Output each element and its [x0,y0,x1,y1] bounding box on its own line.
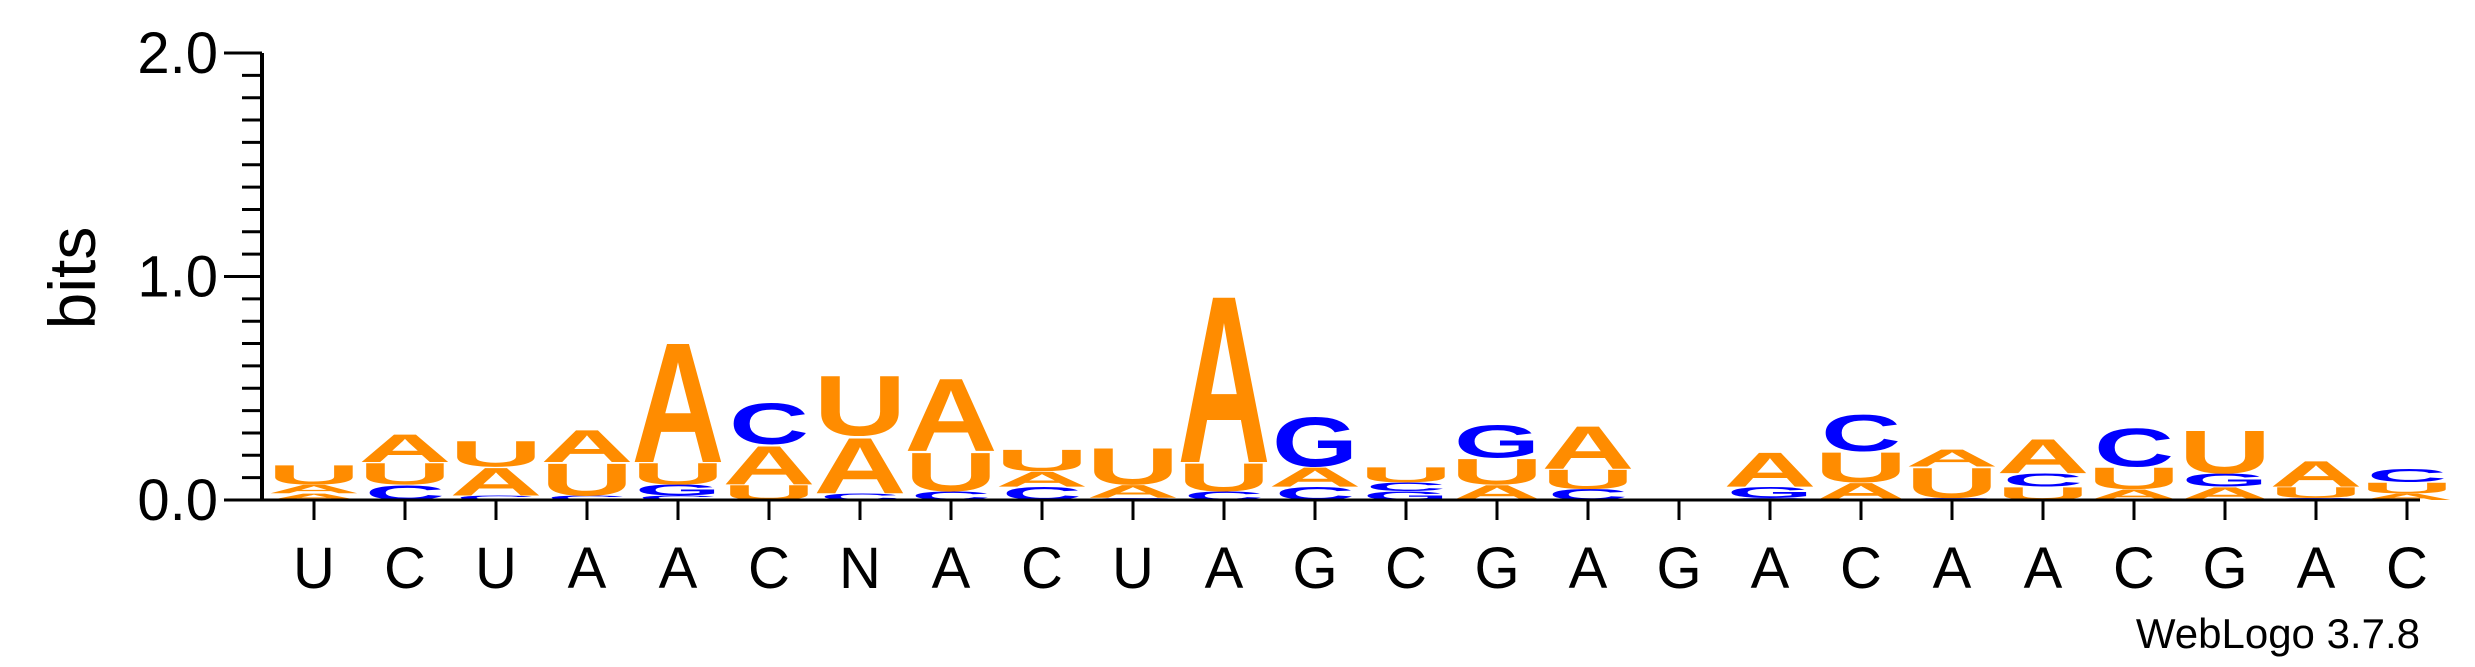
logo-letter-u: U [1177,456,1270,500]
x-tick-label: C [1021,536,1063,601]
x-tick-label: N [839,536,881,601]
logo-letter-c: C [547,494,627,501]
logo-letter-a: A [722,435,815,497]
x-tick-label: C [1385,536,1427,601]
logo-letter-c: C [1821,404,1901,462]
y-tick-label: 1.0 [137,245,218,310]
logo-letter-u: U [631,457,724,491]
logo-letter-a: A [2269,454,2362,495]
x-tick-label: U [293,536,335,601]
logo-letter-a: A [358,427,451,471]
x-tick-label: C [2113,536,2155,601]
logo-letter-u: U [449,434,542,475]
logo-letter-u: U [995,443,1088,477]
logo-letter-a: A [995,467,1088,491]
x-tick-label: C [2386,536,2428,601]
x-tick-label: A [932,536,971,601]
logo-letter-a: A [449,460,542,504]
logo-letter-a: A [631,308,724,499]
logo-letter-a: A [813,421,906,510]
x-tick-label: A [2024,536,2063,601]
logo-letter-c: C [2367,465,2447,486]
y-axis: 0.0 1.0 2.0 [137,21,264,533]
y-tick-label: 2.0 [137,21,218,86]
x-tick-label: G [1656,536,1701,601]
logo-letter-u: U [540,454,633,506]
x-tick-label: A [1205,536,1244,601]
y-tick-label: 0.0 [137,468,218,533]
logo-letter-u: U [1086,437,1179,495]
x-tick-label: A [2297,536,2336,601]
logo-letter-u: U [2087,461,2180,495]
x-tick-label: G [1292,536,1337,601]
x-tick-label: A [1751,536,1790,601]
logo-letter-u: U [267,460,360,491]
weblogo-credit: WebLogo 3.7.8 [2136,610,2420,657]
logo-letter-a: A [1723,442,1816,497]
x-tick-label: G [1474,536,1519,601]
x-tick-label: C [748,536,790,601]
logo-letter-c: C [638,494,718,501]
x-tick-label: C [1840,536,1882,601]
x-tick-label: A [568,536,607,601]
logo-letter-a: A [2360,492,2453,502]
logo-letter-u: U [2360,480,2453,497]
logo-letter-u: U [1359,463,1452,487]
logo-letter-c: C [2094,417,2174,479]
logo-letter-u: U [358,457,451,491]
logo-letter-g: G [1272,403,1358,482]
logo-letter-u: U [2178,419,2271,487]
logo-letter-u: U [1450,451,1543,492]
x-tick-label: U [475,536,517,601]
logo-letter-c: C [2003,470,2083,491]
logo-letter-a: A [1177,245,1270,513]
logo-letter-a: A [1086,481,1179,502]
x-tick-label: G [2202,536,2247,601]
logo-letter-u: U [1541,464,1634,495]
logo-letter-c: C [456,494,536,501]
x-tick-label: C [384,536,426,601]
logo-letter-a: A [1996,429,2089,484]
logo-letter-a: A [267,482,360,496]
x-tick-label: U [1112,536,1154,601]
logo-letter-g: G [2182,470,2268,491]
logo-letter-c: C [1366,480,1446,494]
logo-letter-u: U [904,442,997,504]
logo-letter-a: A [904,357,997,473]
logo-letter-a: A [1268,462,1361,493]
logo-letter-u: U [813,358,906,454]
logo-letter-u: U [1814,444,1907,492]
y-axis-title: bits [35,227,109,330]
y-axis-ticks: 0.0 1.0 2.0 [137,21,262,533]
logo-letter-a: A [540,420,633,472]
logo-letter-g: G [1454,416,1540,468]
logo-letter-u: U [2269,484,2362,501]
logo-letter-a: A [1541,414,1634,482]
logo-letter-c: C [729,391,809,456]
logo-letter-g: G [1727,484,1813,501]
logo-letter-a: A [1905,444,1998,471]
x-tick-label: A [659,536,698,601]
logo-glyphs: AAUCUACAUCUACGUAUACCAUCUACAUCAUCUACAGGCU… [267,245,2453,513]
logo-letter-c: C [820,492,900,502]
x-tick-label: A [1569,536,1608,601]
logo-letter-g: G [635,482,721,499]
logo-letter-a: A [267,492,360,502]
x-tick-label: A [1933,536,1972,601]
